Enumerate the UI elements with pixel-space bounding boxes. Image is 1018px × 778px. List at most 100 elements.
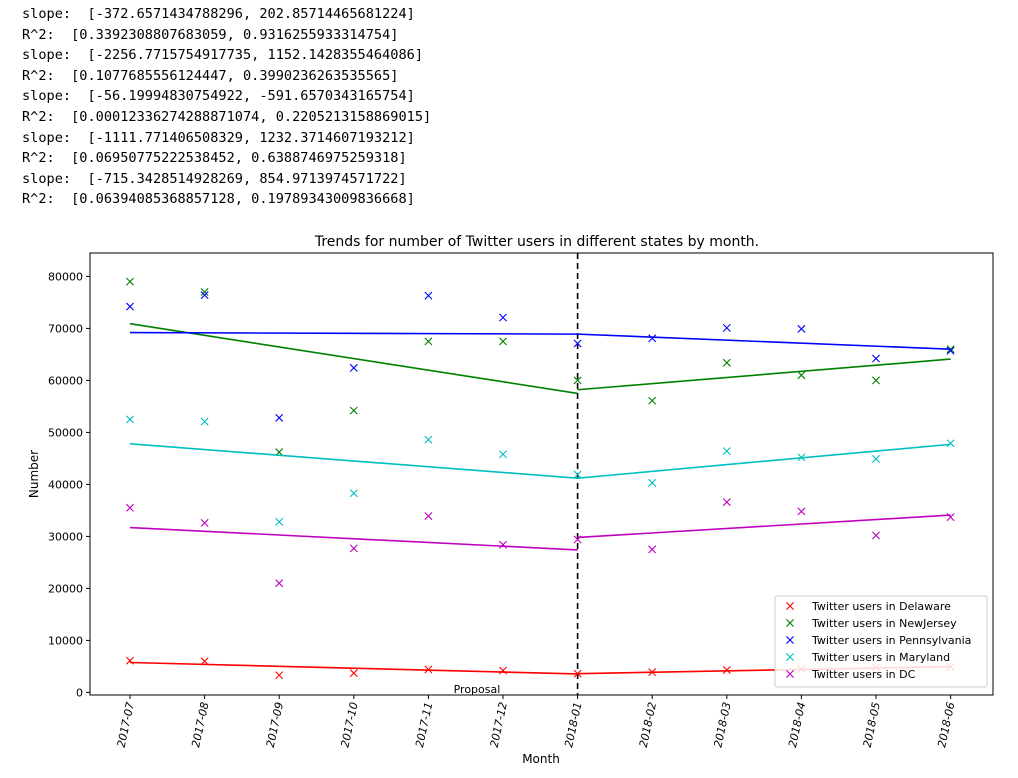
x-tick-label: 2018-04 xyxy=(786,701,808,749)
data-point xyxy=(797,507,806,516)
y-tick-label: 60000 xyxy=(48,374,83,387)
data-point xyxy=(573,376,582,385)
data-point xyxy=(946,345,955,354)
console-line: R^2: [0.06950775222538452, 0.63887469752… xyxy=(22,150,407,167)
x-tick-label: 2018-06 xyxy=(935,701,957,749)
legend-marker xyxy=(786,636,794,644)
data-point xyxy=(200,291,209,300)
data-point xyxy=(424,337,433,346)
legend-marker xyxy=(786,670,794,678)
data-point xyxy=(797,453,806,462)
x-tick-label: 2018-02 xyxy=(637,701,659,749)
data-point xyxy=(126,503,134,512)
console-line: R^2: [0.00012336274288871074, 0.22052131… xyxy=(22,108,432,125)
console-line: slope: [-715.3428514928269, 854.97139745… xyxy=(22,170,407,187)
x-tick-label: 2017-08 xyxy=(189,701,211,749)
y-tick-label: 40000 xyxy=(48,478,83,491)
data-point xyxy=(126,277,134,286)
data-point xyxy=(349,544,358,553)
data-point xyxy=(648,334,657,343)
trend-line xyxy=(129,322,578,395)
trend-line xyxy=(577,358,951,391)
legend-label: Twitter users in NewJersey xyxy=(811,617,957,630)
data-point xyxy=(573,535,582,544)
legend-marker xyxy=(786,602,794,610)
y-tick-label: 30000 xyxy=(48,530,83,543)
console-line: slope: [-56.19994830754922, -591.6570343… xyxy=(22,88,415,105)
trend-line xyxy=(129,526,578,551)
x-axis-label: Month xyxy=(522,752,560,766)
data-point xyxy=(573,669,582,678)
console-line: slope: [-1111.771406508329, 1232.3714607… xyxy=(22,129,415,146)
data-point xyxy=(872,354,880,363)
trend-line xyxy=(129,443,578,479)
plot-frame xyxy=(89,252,994,696)
x-tick-label: 2017-10 xyxy=(338,701,360,749)
legend-marker xyxy=(786,653,794,661)
data-point xyxy=(424,435,433,444)
data-point xyxy=(499,337,507,346)
data-point xyxy=(946,513,955,522)
x-tick-label: 2017-11 xyxy=(413,701,435,749)
data-point xyxy=(275,517,284,526)
data-point xyxy=(499,450,507,459)
data-point xyxy=(200,657,209,666)
data-point xyxy=(499,666,507,675)
y-tick-label: 50000 xyxy=(48,426,83,439)
legend-label: Twitter users in Maryland xyxy=(811,651,950,664)
data-point xyxy=(573,470,582,479)
data-point xyxy=(424,291,433,300)
console-line: R^2: [0.3392308807683059, 0.931625593331… xyxy=(22,26,399,43)
x-tick-label: 2017-12 xyxy=(488,701,510,749)
data-point xyxy=(424,512,433,521)
data-point xyxy=(946,346,955,355)
data-point xyxy=(349,489,358,498)
data-point xyxy=(499,313,507,322)
y-tick-label: 80000 xyxy=(48,270,83,283)
data-point xyxy=(722,358,731,367)
data-point xyxy=(275,579,284,588)
data-point xyxy=(648,396,657,405)
legend-box xyxy=(774,595,988,688)
data-point xyxy=(573,339,582,348)
data-point xyxy=(648,668,657,677)
trend-line xyxy=(129,661,578,675)
data-point xyxy=(722,447,731,456)
x-tick-label: 2018-03 xyxy=(711,701,733,749)
data-point xyxy=(126,656,134,665)
legend-label: Twitter users in Delaware xyxy=(811,600,951,613)
data-point xyxy=(200,288,209,296)
data-point xyxy=(349,363,358,372)
data-point xyxy=(349,669,358,678)
data-point xyxy=(200,417,209,426)
legend-label: Twitter users in Pennsylvania xyxy=(811,634,971,647)
data-point xyxy=(126,302,134,311)
data-point xyxy=(275,671,284,680)
data-point xyxy=(797,324,806,333)
console-line: R^2: [0.1077685556124447, 0.399023626353… xyxy=(22,67,399,84)
data-point xyxy=(872,454,880,463)
data-point xyxy=(722,666,731,675)
data-point xyxy=(872,531,880,540)
data-point xyxy=(797,371,806,380)
y-tick-label: 0 xyxy=(76,686,83,699)
data-point xyxy=(648,478,657,487)
legend-label: Twitter users in DC xyxy=(811,668,916,681)
legend-marker xyxy=(786,619,794,627)
data-point xyxy=(872,376,880,385)
data-point xyxy=(499,540,507,549)
data-point xyxy=(349,406,358,415)
data-point xyxy=(424,665,433,674)
data-point xyxy=(946,439,955,448)
trend-line xyxy=(577,443,951,479)
twitter-users-chart: Trends for number of Twitter users in di… xyxy=(27,234,994,766)
trend-line xyxy=(577,333,951,350)
data-point xyxy=(648,545,657,554)
x-tick-label: 2018-01 xyxy=(562,701,584,749)
data-point xyxy=(126,415,134,424)
data-point xyxy=(722,498,731,507)
proposal-label: Proposal xyxy=(454,683,501,696)
x-tick-label: 2017-07 xyxy=(115,701,137,749)
trend-line xyxy=(129,331,578,335)
data-point xyxy=(722,323,731,332)
